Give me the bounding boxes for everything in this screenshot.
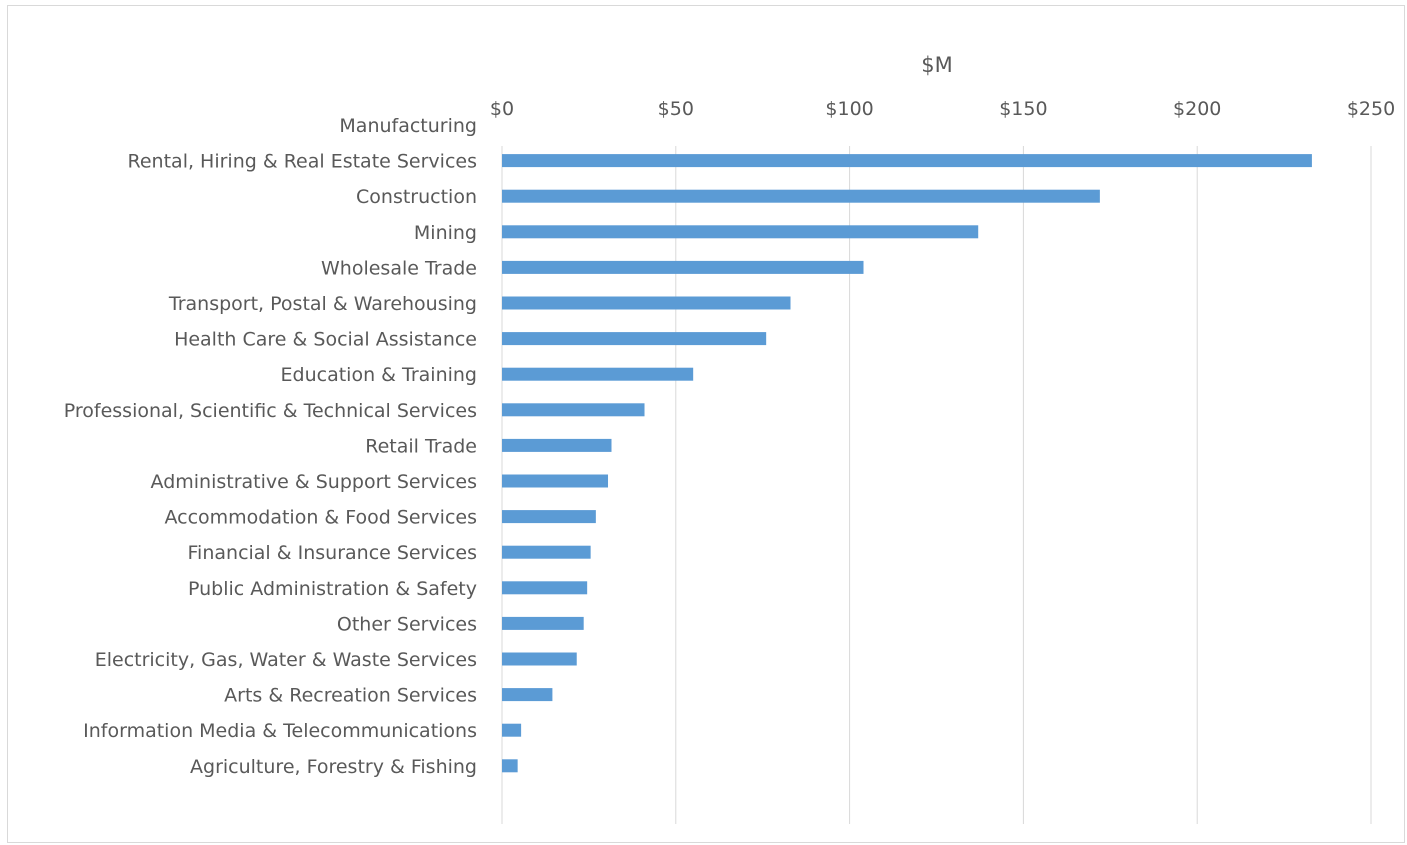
category-label: Electricity, Gas, Water & Waste Services (95, 649, 477, 671)
bar (502, 190, 1100, 203)
bar (502, 546, 591, 559)
gridlines (502, 146, 1371, 824)
category-label: Health Care & Social Assistance (174, 329, 477, 351)
category-label: Arts & Recreation Services (224, 685, 477, 707)
category-label: Financial & Insurance Services (188, 542, 477, 564)
category-label: Public Administration & Safety (188, 578, 477, 600)
bar (502, 154, 1312, 167)
category-label: Mining (414, 222, 477, 244)
bar (502, 368, 693, 381)
bar (502, 403, 645, 416)
category-label: Accommodation & Food Services (164, 507, 477, 529)
category-label: Other Services (337, 613, 477, 635)
x-tick-label: $50 (658, 98, 694, 120)
category-label: Transport, Postal & Warehousing (168, 293, 477, 315)
bar (502, 475, 608, 488)
category-label: Retail Trade (365, 435, 477, 457)
bar (502, 759, 518, 772)
x-tick-label: $100 (825, 98, 873, 120)
category-label: Education & Training (281, 364, 477, 386)
category-label: Construction (356, 186, 477, 208)
bar (502, 297, 791, 310)
x-tick-label: $200 (1173, 98, 1221, 120)
bar (502, 581, 587, 594)
chart-frame: $0 $50 $100 $150 $200 $250 Manufacturing Renta… (7, 5, 1405, 843)
category-label: Information Media & Telecommunications (83, 720, 477, 742)
bar (502, 688, 552, 701)
category-label: Manufacturing (339, 115, 477, 137)
bar (502, 439, 611, 452)
bar-chart: $0 $50 $100 $150 $200 $250 Manufacturing Renta… (8, 6, 1406, 844)
x-axis-tick-labels: $0 $50 $100 $150 $200 $250 (490, 98, 1395, 120)
bar (502, 510, 596, 523)
bar (502, 332, 766, 345)
bars (502, 154, 1312, 772)
bar (502, 225, 978, 238)
category-label: Professional, Scientific & Technical Ser… (64, 400, 477, 422)
x-tick-label: $250 (1347, 98, 1395, 120)
bar (502, 261, 864, 274)
x-tick-label: $0 (490, 98, 514, 120)
category-label: Agriculture, Forestry & Fishing (190, 756, 477, 778)
bar (502, 724, 521, 737)
category-label: Administrative & Support Services (151, 471, 477, 493)
x-axis-title: $M (921, 53, 952, 77)
bar (502, 653, 577, 666)
category-label: Wholesale Trade (321, 257, 477, 279)
category-labels: Manufacturing Rental, Hiring & Real Estat… (64, 115, 477, 778)
bar (502, 617, 584, 630)
category-label: Rental, Hiring & Real Estate Services (128, 151, 477, 173)
x-tick-label: $150 (999, 98, 1047, 120)
